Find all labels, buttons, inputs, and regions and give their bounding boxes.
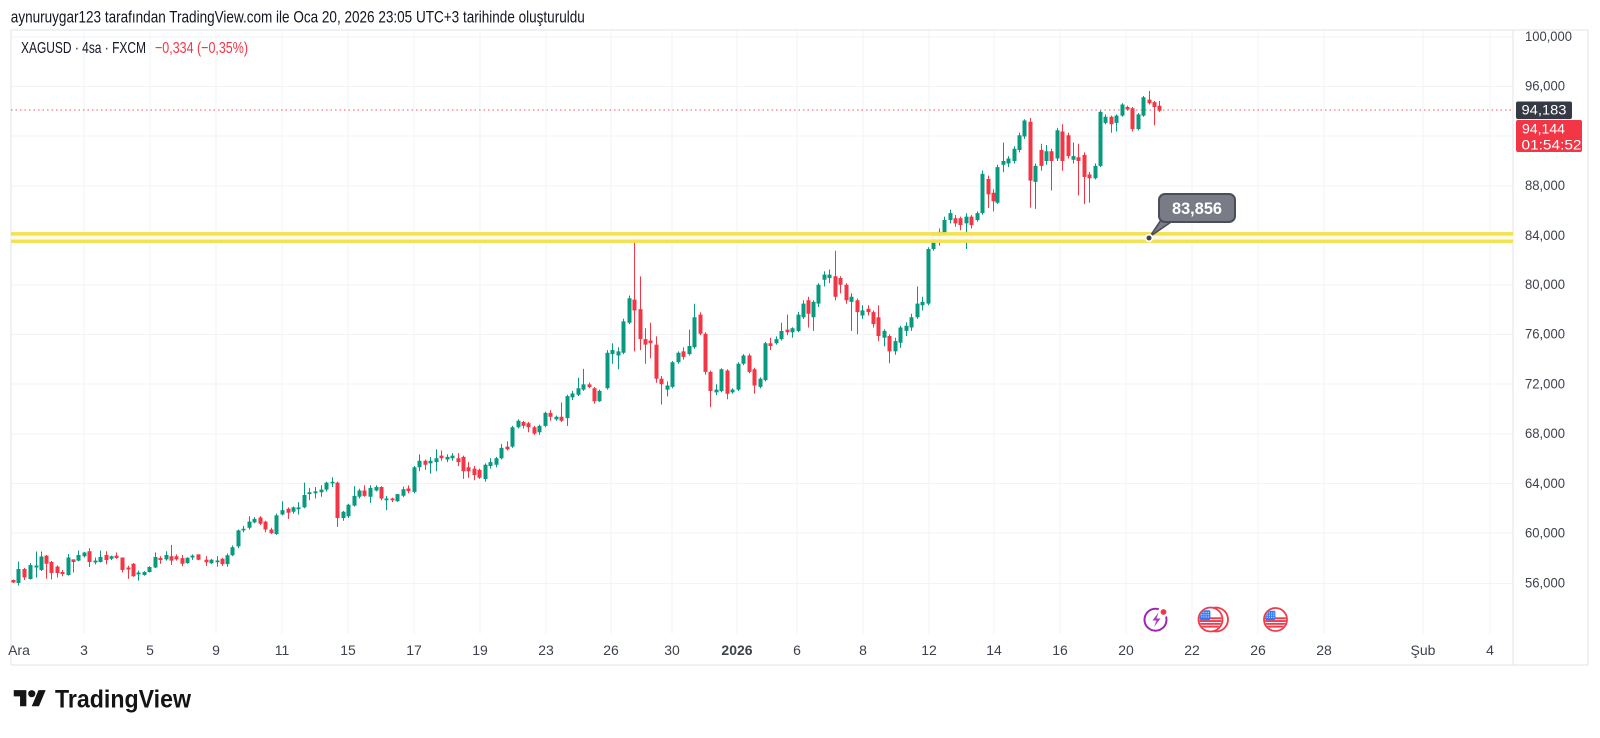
svg-text:68,000: 68,000 [1525, 425, 1565, 441]
svg-text:01:54:52: 01:54:52 [1522, 138, 1582, 153]
svg-text:11: 11 [275, 642, 290, 658]
svg-text:17: 17 [406, 642, 422, 658]
svg-text:23: 23 [538, 642, 554, 658]
svg-text:19: 19 [472, 642, 488, 658]
svg-text:20: 20 [1118, 642, 1134, 658]
svg-text:28: 28 [1316, 642, 1332, 658]
svg-text:4: 4 [1486, 642, 1494, 658]
svg-text:aynuruygar123 tarafından Tradi: aynuruygar123 tarafından TradingView.com… [11, 8, 585, 27]
svg-text:9: 9 [212, 642, 220, 658]
svg-text:94,183: 94,183 [1522, 102, 1567, 118]
svg-text:72,000: 72,000 [1525, 376, 1565, 392]
svg-text:96,000: 96,000 [1525, 77, 1565, 93]
svg-text:8: 8 [859, 642, 867, 658]
svg-text:94,144: 94,144 [1522, 121, 1565, 137]
svg-text:3: 3 [80, 642, 88, 658]
svg-text:15: 15 [340, 642, 356, 658]
svg-text:100,000: 100,000 [1525, 28, 1572, 44]
svg-text:83,856: 83,856 [1172, 199, 1222, 218]
svg-text:88,000: 88,000 [1525, 177, 1565, 193]
svg-text:6: 6 [793, 642, 801, 658]
svg-text:60,000: 60,000 [1525, 524, 1565, 540]
svg-text:30: 30 [664, 642, 680, 658]
svg-text:22: 22 [1184, 642, 1200, 658]
svg-text:26: 26 [1250, 642, 1266, 658]
svg-text:TradingView: TradingView [55, 686, 192, 714]
svg-text:84,000: 84,000 [1525, 227, 1565, 243]
svg-text:64,000: 64,000 [1525, 475, 1565, 491]
svg-text:14: 14 [986, 642, 1002, 658]
svg-text:56,000: 56,000 [1525, 575, 1565, 591]
svg-text:XAGUSD · 4sa · FXCM: XAGUSD · 4sa · FXCM [21, 40, 146, 57]
svg-text:76,000: 76,000 [1525, 326, 1565, 342]
svg-text:5: 5 [146, 642, 154, 658]
svg-text:Şub: Şub [1411, 642, 1436, 658]
svg-text:−0,334 (−0,35%): −0,334 (−0,35%) [155, 40, 248, 57]
svg-text:Ara: Ara [8, 642, 30, 658]
svg-text:12: 12 [921, 642, 937, 658]
svg-text:26: 26 [603, 642, 619, 658]
svg-text:2026: 2026 [721, 642, 752, 658]
svg-text:80,000: 80,000 [1525, 276, 1565, 292]
svg-text:16: 16 [1052, 642, 1068, 658]
